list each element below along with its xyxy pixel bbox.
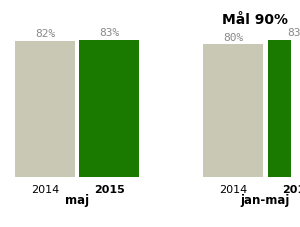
Text: 2015: 2015 [282,185,300,195]
Text: jan-maj: jan-maj [241,194,290,207]
Text: 2015: 2015 [94,185,125,195]
Text: 82%: 82% [35,29,56,39]
Bar [80,39,139,177]
Text: 83%: 83% [287,27,300,37]
Bar [15,41,75,177]
Text: Mål 90%: Mål 90% [222,13,288,27]
Text: 2014: 2014 [219,185,247,195]
Bar [203,44,263,177]
Text: 83%: 83% [99,27,119,37]
Text: 2014: 2014 [31,185,59,195]
Text: 80%: 80% [223,32,243,42]
Bar [268,39,300,177]
Text: maj: maj [65,194,89,207]
